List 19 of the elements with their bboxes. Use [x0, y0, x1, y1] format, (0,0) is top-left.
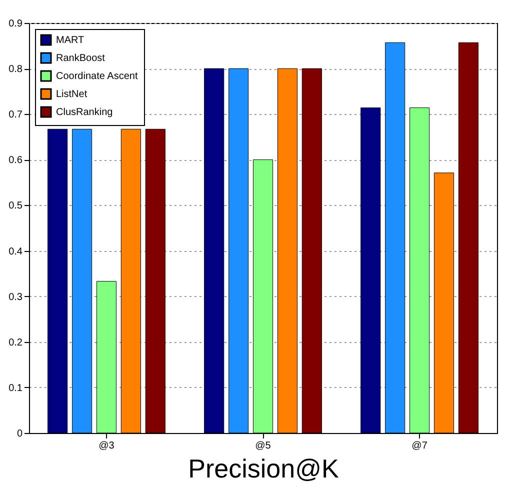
y-tick-label: 0.6 — [8, 155, 23, 166]
x-tick-label: @5 — [255, 440, 272, 452]
y-tick-label: 0.3 — [8, 292, 23, 303]
y-tick-label: 0.4 — [8, 246, 23, 258]
legend-label: RankBoost — [56, 53, 106, 64]
y-tick-label: 0.8 — [8, 64, 23, 76]
y-tick-label: 0.2 — [8, 337, 23, 348]
y-tick-label: 0 — [16, 428, 23, 440]
x-tick-label: @3 — [98, 440, 115, 452]
y-tick-label: 0.9 — [8, 18, 23, 30]
x-tick-label: @7 — [412, 440, 428, 452]
legend-label: MART — [56, 35, 84, 46]
y-tick-label: 0.1 — [8, 382, 23, 394]
legend-label: Coordinate Ascent — [56, 71, 138, 82]
legend-label: ListNet — [56, 89, 88, 100]
y-tick-label: 0.5 — [8, 200, 23, 212]
y-tick-label: 0.7 — [8, 110, 23, 121]
x-axis-title: Precision@K — [188, 454, 340, 484]
legend-label: ClusRanking — [56, 107, 113, 118]
